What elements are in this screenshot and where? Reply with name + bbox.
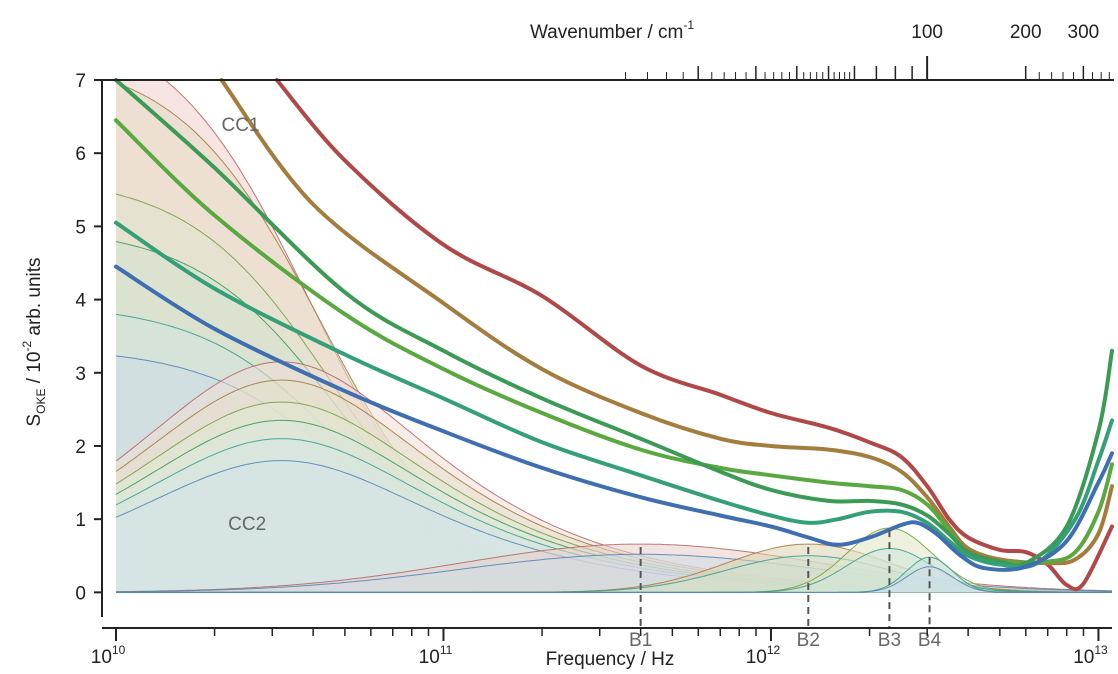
x-tick-label-base-1: 10 [419, 647, 440, 668]
y-tick-label-7: 7 [75, 71, 86, 92]
y-axis-title-units: arb. units [24, 257, 45, 340]
y-tick-label-2: 2 [75, 437, 86, 458]
top-axis-title-exp: -1 [683, 18, 694, 32]
axis-ticks [94, 56, 1110, 641]
x-tick-label-exp-3: 13 [1094, 643, 1108, 657]
annotation-label-1: CC2 [228, 514, 266, 535]
series-line-3 [114, 78, 1114, 568]
band-marker-label-3: B4 [918, 630, 942, 651]
y-tick-label-5: 5 [75, 217, 86, 238]
y-tick-label-4: 4 [75, 291, 86, 312]
top-tick-label-1: 200 [1010, 22, 1042, 43]
y-axis-title: SOKE / 10-2 arb. units [20, 257, 48, 426]
top-tick-label-0: 100 [911, 22, 943, 43]
x-tick-label-exp-2: 12 [767, 643, 781, 657]
x-tick-label-1: 1011 [419, 643, 453, 668]
x-tick-label-2: 1012 [746, 643, 781, 668]
annotation-label-0: CC1 [222, 115, 260, 136]
band-markers: B1 B2 B3 B4 CC1 CC2 [222, 115, 942, 651]
x-tick-label-exp-0: 10 [112, 643, 126, 657]
y-tick-label-6: 6 [75, 144, 86, 165]
y-tick-label-0: 0 [75, 583, 86, 604]
x-axis-title: Frequency / Hz [546, 649, 675, 670]
x-tick-label-base-0: 10 [91, 647, 112, 668]
band-marker-label-2: B3 [878, 630, 901, 651]
y-tick-label-3: 3 [75, 364, 86, 385]
y-axis-title-exp: -2 [20, 341, 34, 352]
component-line-19 [116, 566, 1112, 593]
band-marker-label-0: B1 [629, 630, 652, 651]
fit-components [115, 79, 1113, 593]
y-axis-title-sub: OKE [34, 389, 48, 414]
top-tick-label-2: 300 [1068, 22, 1100, 43]
x-tick-label-0: 1010 [91, 643, 126, 668]
y-tick-label-1: 1 [75, 510, 86, 531]
y-axis-title-mid: / 10 [24, 352, 45, 389]
x-tick-label-exp-1: 11 [440, 643, 453, 657]
x-tick-label-base-2: 10 [746, 647, 767, 668]
y-axis-title-s: S [24, 414, 45, 427]
plot-frame [101, 79, 1114, 629]
top-axis-title: Wavenumber / cm-1 [530, 18, 694, 43]
top-axis-title-main: Wavenumber / cm [530, 22, 683, 43]
data-series [114, 78, 1114, 592]
component-fill-11 [116, 460, 1112, 593]
component-fill-17 [116, 548, 1112, 593]
x-tick-label-3: 1013 [1073, 643, 1108, 668]
series-line-5 [114, 264, 1114, 572]
x-tick-label-base-3: 10 [1073, 647, 1094, 668]
band-marker-label-1: B2 [797, 630, 820, 651]
component-fill-19 [116, 566, 1112, 593]
